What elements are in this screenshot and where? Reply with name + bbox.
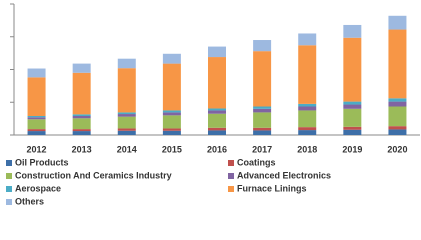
bar-segment <box>162 110 181 113</box>
legend-label: Others <box>15 196 44 206</box>
bar-segment <box>162 53 181 64</box>
bar-segment <box>253 130 272 135</box>
bar-segment <box>162 115 181 129</box>
bar-segment <box>117 128 136 131</box>
legend-swatch <box>6 186 12 192</box>
bar-segment <box>27 129 46 132</box>
legend-swatch <box>228 160 234 166</box>
bar-segment <box>388 15 407 30</box>
bar-segment <box>343 126 362 130</box>
bar-segment <box>343 101 362 105</box>
x-tick-label: 2015 <box>162 144 182 154</box>
bar-segment <box>27 131 46 135</box>
bar-segment <box>72 116 91 119</box>
legend-swatch <box>6 199 12 205</box>
bar-segment <box>253 112 272 128</box>
bar-segment <box>298 45 317 104</box>
bar-segment <box>253 108 272 113</box>
bar-segment <box>343 104 362 109</box>
x-tick-label: 2013 <box>72 144 92 154</box>
bar-segment <box>298 106 317 111</box>
bar-segment <box>388 129 407 135</box>
bar-segment <box>388 29 407 99</box>
bar-segment <box>253 51 272 107</box>
bar-segment <box>117 58 136 69</box>
bar-segment <box>388 101 407 107</box>
chart: 2012 2013 2014 2015 2016 2017 2018 2019 2020 Oil … <box>6 3 420 206</box>
bar-segment <box>72 63 91 73</box>
x-tick-label: 2018 <box>297 144 317 154</box>
legend-swatch <box>6 173 12 179</box>
bar-segment <box>208 127 226 131</box>
bar-segment <box>298 103 317 107</box>
bar-segment <box>208 130 226 135</box>
bar-segment <box>72 129 91 132</box>
bar-segment <box>208 110 226 114</box>
bar-segment <box>27 119 46 130</box>
bar-segment <box>27 68 46 78</box>
legend-label: Construction And Ceramics Industry <box>15 170 172 180</box>
bar-segment <box>343 129 362 135</box>
bar-segment <box>298 33 317 46</box>
bar-segment <box>298 110 317 128</box>
bar-segment <box>388 126 407 130</box>
legend-label: Aerospace <box>15 183 61 193</box>
bar-segment <box>162 63 181 111</box>
x-tick-label: 2019 <box>342 144 362 154</box>
bar-segment <box>253 127 272 131</box>
bar-segment <box>208 113 226 128</box>
legend-label: Oil Products <box>15 157 69 167</box>
bar-segment <box>162 130 181 135</box>
legend-label: Advanced Electronics <box>237 170 331 180</box>
x-tick-label: 2012 <box>27 144 47 154</box>
bar-segment <box>162 128 181 131</box>
bar-segment <box>253 106 272 109</box>
bar-segment <box>27 116 46 118</box>
bar-segment <box>298 127 317 131</box>
bar-segment <box>27 77 46 117</box>
legend-swatch <box>228 186 234 192</box>
bar-segment <box>72 131 91 135</box>
legend-swatch <box>228 173 234 179</box>
bar-segment <box>343 37 362 102</box>
bar-segment <box>343 24 362 38</box>
bar-segment <box>72 114 91 117</box>
legend-swatch <box>6 160 12 166</box>
x-tick-label: 2017 <box>252 144 272 154</box>
x-tick-label: 2016 <box>207 144 227 154</box>
bar-segment <box>253 40 272 52</box>
bar-segment <box>117 114 136 117</box>
legend-label: Furnace Linings <box>237 183 307 193</box>
bar-segment <box>208 108 226 111</box>
bar-segment <box>117 116 136 129</box>
bar-segment <box>388 98 407 102</box>
x-tick-label: 2014 <box>117 144 137 154</box>
bar-segment <box>117 68 136 113</box>
bar-segment <box>208 57 226 109</box>
bar-segment <box>162 112 181 116</box>
bar-segment <box>388 106 407 127</box>
bar-segment <box>72 72 91 115</box>
bar-segment <box>117 130 136 135</box>
bar-segment <box>343 108 362 127</box>
bar-segment <box>208 46 226 58</box>
bar-segment <box>117 112 136 115</box>
bar-segment <box>298 130 317 135</box>
bar-segment <box>72 118 91 130</box>
bar-segment <box>27 117 46 120</box>
x-tick-label: 2020 <box>387 144 407 154</box>
legend-label: Coatings <box>237 157 276 167</box>
